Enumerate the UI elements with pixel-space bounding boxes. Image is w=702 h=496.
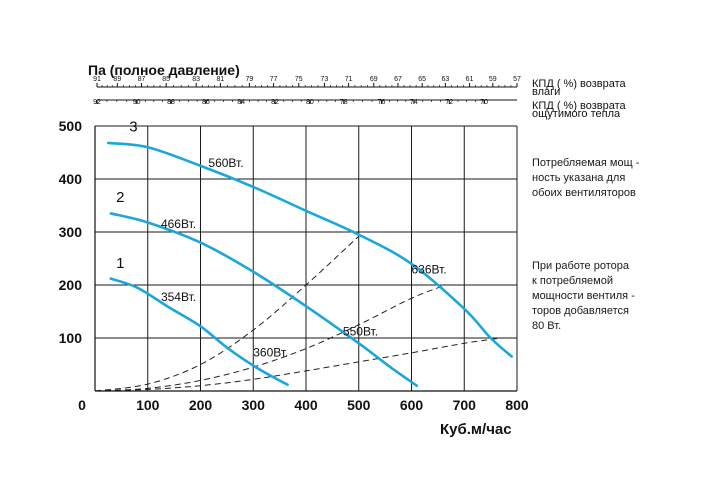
efficiency-tick-label: 69 <box>370 76 378 83</box>
rotor-note: При работе ротора к потребляемой мощност… <box>532 259 692 334</box>
dashed-line <box>94 235 360 392</box>
note-line: торов добавляется <box>532 305 629 317</box>
y-tick-label: 200 <box>59 277 83 293</box>
power-label: 560Вт. <box>208 156 243 170</box>
note-line: ность указана для <box>532 172 626 184</box>
efficiency-tick-label: 63 <box>441 76 449 83</box>
efficiency-tick-label: 92 <box>93 99 101 106</box>
efficiency-tick-label: 85 <box>162 76 170 83</box>
x-axis-label: Куб.м/час <box>440 421 512 438</box>
efficiency-tick-label: 70 <box>480 99 488 106</box>
series-number-label: 3 <box>129 118 137 135</box>
note-line: мощности вентиля - <box>532 290 635 302</box>
axes: 0 100 200 300 400 500 600 700 800 100 200 300 400 500 <box>59 118 529 413</box>
efficiency-tick-label: 72 <box>445 99 453 106</box>
dashed-line <box>94 337 502 392</box>
efficiency-tick-label: 59 <box>489 76 497 83</box>
efficiency-tick-label: 65 <box>418 76 426 83</box>
note-line: к потребляемой <box>532 275 613 287</box>
x-tick-label: 800 <box>505 397 529 413</box>
efficiency-tick-label: 75 <box>295 76 303 83</box>
note-line: При работе ротора <box>532 260 629 272</box>
series-line <box>106 141 514 358</box>
x-tick-label: 600 <box>400 397 424 413</box>
curve-labels: 1 2 3 354Вт. 466Вт. 560Вт. 360Вт. 550Вт. 636Вт. <box>116 118 447 359</box>
power-note: Потребляемая мощ - ность указана для обо… <box>532 156 692 201</box>
efficiency-tick-label: 82 <box>271 99 279 106</box>
series-number-label: 2 <box>116 189 124 206</box>
grid <box>95 125 518 391</box>
efficiency-tick-label: 71 <box>345 76 353 83</box>
efficiency-tick-label: 86 <box>202 99 210 106</box>
efficiency-tick-label: 78 <box>340 99 348 106</box>
x-tick-label: 100 <box>136 397 160 413</box>
note-line: Потребляемая мощ - <box>532 157 640 169</box>
x-tick-label: 400 <box>294 397 318 413</box>
efficiency-scale-label: КПД ( %) возврата <box>532 100 627 112</box>
power-label: 550Вт. <box>343 324 378 338</box>
y-tick-label: 300 <box>59 224 83 240</box>
efficiency-tick-label: 67 <box>394 76 402 83</box>
x-tick-label: 200 <box>189 397 213 413</box>
chart-title: Па (полное давление) <box>88 62 240 78</box>
x-tick-label: 0 <box>78 397 86 413</box>
power-label: 466Вт. <box>161 217 196 231</box>
curves <box>106 141 514 387</box>
efficiency-tick-label: 74 <box>410 99 418 106</box>
dashed-lines <box>94 235 502 392</box>
efficiency-scale-label: ощутимого тепла <box>532 108 621 120</box>
x-tick-label: 700 <box>453 397 477 413</box>
efficiency-tick-label: 87 <box>138 76 146 83</box>
efficiency-tick-label: 73 <box>321 76 329 83</box>
efficiency-tick-label: 89 <box>113 76 121 83</box>
efficiency-tick-label: 57 <box>513 76 521 83</box>
power-label: 360Вт. <box>253 346 288 360</box>
power-label: 636Вт. <box>412 262 447 276</box>
efficiency-tick-label: 79 <box>246 76 254 83</box>
efficiency-tick-label: 76 <box>378 99 386 106</box>
efficiency-tick-label: 81 <box>216 76 224 83</box>
x-tick-label: 300 <box>242 397 266 413</box>
efficiency-tick-label: 77 <box>270 76 278 83</box>
efficiency-tick-label: 90 <box>133 99 141 106</box>
series-number-label: 1 <box>116 255 124 272</box>
efficiency-scales: 91 89 87 85 83 81 79 77 75 73 71 69 67 65 63 61 59 57 КПД … <box>93 76 626 120</box>
x-tick-label: 500 <box>347 397 371 413</box>
efficiency-tick-label: 80 <box>306 99 314 106</box>
note-line: обоих вентиляторов <box>532 187 636 199</box>
y-tick-label: 100 <box>59 330 83 346</box>
efficiency-scale-label: влаги <box>532 86 560 98</box>
series-line <box>109 212 419 387</box>
efficiency-tick-label: 61 <box>466 76 474 83</box>
power-label: 354Вт. <box>161 290 196 304</box>
efficiency-tick-label: 88 <box>167 99 175 106</box>
efficiency-tick-label: 83 <box>192 76 200 83</box>
efficiency-tick-label: 84 <box>237 99 245 106</box>
efficiency-tick-label: 91 <box>93 76 101 83</box>
series-line <box>109 277 289 386</box>
efficiency-scale-label: КПД ( %) возврата <box>532 78 627 90</box>
note-line: 80 Вт. <box>532 320 562 332</box>
y-tick-label: 400 <box>59 171 83 187</box>
y-tick-label: 500 <box>59 118 83 134</box>
